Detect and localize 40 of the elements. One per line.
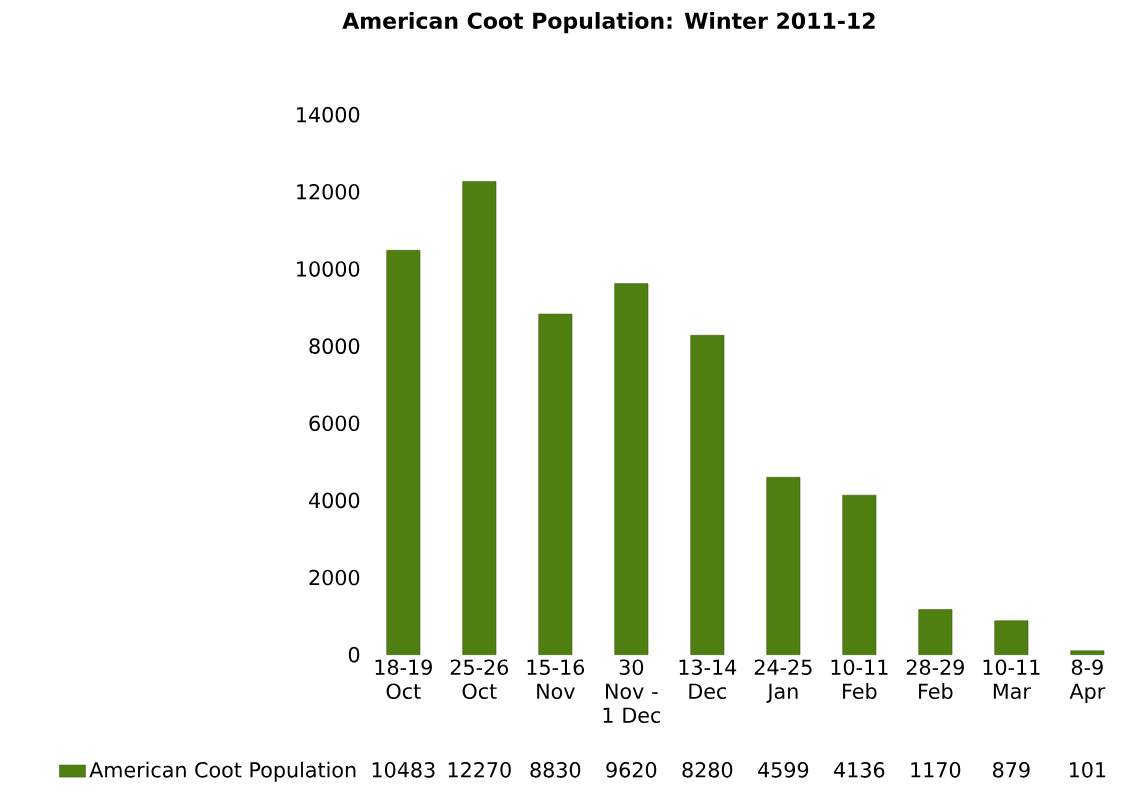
y-tick-label: 12000: [297, 184, 360, 200]
bar: [994, 620, 1029, 655]
legend-label: American Coot Population: [89, 761, 356, 782]
data-label: 4136: [834, 762, 885, 778]
x-tick-label: 28-29 Feb: [906, 659, 964, 700]
bar: [918, 609, 953, 655]
data-label: 1170: [911, 762, 961, 778]
data-label: 879: [993, 762, 1030, 778]
bar: [1070, 650, 1105, 655]
y-tick-label: 4000: [309, 492, 360, 509]
x-tick-label: 30 Nov - 1 Dec: [603, 659, 661, 724]
y-tick-label: 8000: [309, 338, 360, 354]
x-tick-label: 15-16 Nov: [527, 659, 585, 700]
x-tick-label: 18-19 Oct: [375, 659, 432, 700]
data-label: 101: [1069, 762, 1106, 778]
bar: [614, 283, 649, 655]
y-tick-label: 2000: [309, 569, 360, 586]
data-label: 8280: [682, 762, 733, 778]
bar: [462, 181, 497, 655]
bar: [842, 494, 877, 655]
data-label: 8830: [530, 762, 581, 778]
bar: [386, 250, 421, 655]
chart-title: American Coot Population: Winter 2011-12: [342, 12, 875, 34]
x-tick-label: 24-25 Jan: [754, 659, 812, 703]
y-tick-label: 0: [348, 646, 360, 663]
x-tick-label: 10-11 Mar: [983, 659, 1040, 700]
y-tick-label: 6000: [309, 415, 360, 432]
y-tick-label: 14000: [297, 106, 360, 123]
bar: [766, 477, 801, 655]
x-tick-label: 25-26 Oct: [450, 659, 509, 700]
y-tick-label: 10000: [297, 261, 360, 277]
bar: [690, 335, 725, 655]
x-tick-label: 10-11 Feb: [831, 659, 888, 700]
x-tick-label: 8-9 Apr: [1069, 659, 1106, 704]
data-label: 10483: [372, 762, 435, 778]
data-label: 12270: [448, 762, 511, 778]
x-tick-label: 13-14 Dec: [679, 659, 737, 700]
data-label: 9620: [606, 762, 657, 778]
data-label: 4599: [758, 762, 809, 778]
bar: [538, 313, 573, 655]
